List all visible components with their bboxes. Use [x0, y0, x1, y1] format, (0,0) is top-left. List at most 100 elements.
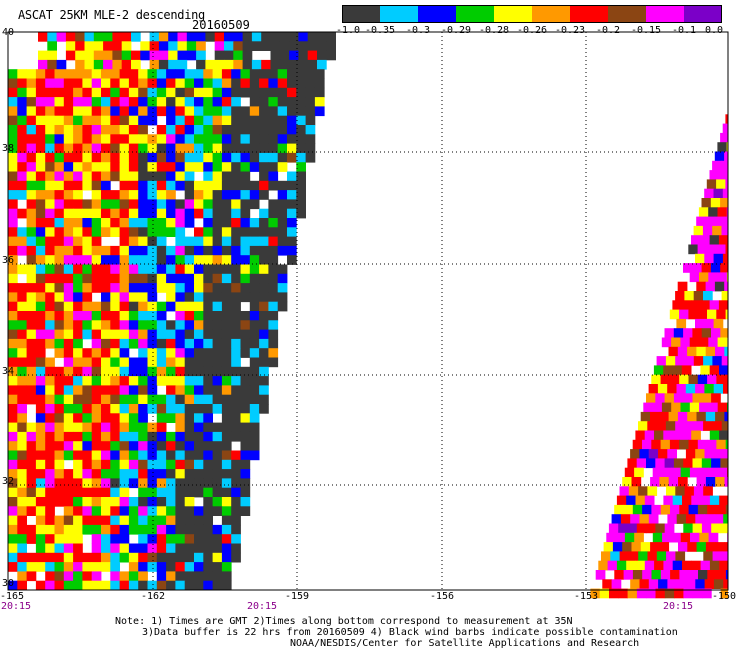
swath-cell [166, 431, 176, 442]
swath-cell [240, 227, 251, 237]
swath-cell [73, 450, 83, 461]
swath-cell [672, 365, 683, 376]
swath-cell [63, 245, 74, 256]
swath-cell [138, 218, 148, 228]
swath-cell [723, 384, 728, 394]
colorbar-label: -0.23 [554, 25, 586, 36]
swath-cell [54, 292, 65, 303]
swath-cell [63, 273, 74, 284]
swath-cell [63, 152, 74, 163]
swath-cell [289, 41, 299, 51]
swath-cell [259, 171, 269, 182]
swath-cell [166, 264, 176, 275]
swath-cell [119, 115, 130, 126]
swath-cell [296, 162, 306, 172]
swath-cell [175, 552, 186, 563]
swath-cell [231, 552, 241, 563]
swath-cell [91, 394, 102, 405]
swath-cell [101, 162, 111, 172]
swath-cell [212, 180, 223, 191]
swath-cell [221, 115, 232, 126]
swath-cell [54, 329, 65, 340]
swath-cell [63, 580, 74, 591]
swath-cell [221, 292, 232, 303]
swath-cell [54, 245, 65, 256]
swath-cell [138, 283, 148, 293]
swath-cell [147, 311, 158, 321]
swath-cell [660, 374, 671, 385]
swath-cell [73, 469, 83, 479]
swath-cell [91, 69, 102, 79]
swath-cell [175, 292, 186, 303]
swath-cell [240, 180, 251, 191]
swath-cell [110, 571, 120, 582]
swath-cell [184, 552, 195, 563]
swath-cell [26, 506, 37, 516]
swath-cell [638, 551, 648, 562]
swath-cell [194, 320, 204, 330]
swath-cell [277, 125, 288, 135]
swath-cell [166, 487, 176, 498]
swath-cell [119, 422, 130, 433]
swath-cell [147, 218, 158, 228]
swath-cell [703, 421, 713, 431]
swath-cell [277, 199, 288, 210]
swath-cell [240, 190, 251, 200]
swath-cell [147, 487, 158, 498]
swath-cell [221, 69, 232, 79]
swath-cell [82, 450, 93, 461]
swath-cell [101, 69, 111, 79]
swath-cell [119, 338, 130, 349]
swath-cell [212, 87, 223, 98]
lon-label-162: -162 [140, 591, 166, 602]
swath-cell [268, 348, 279, 358]
swath-cell [110, 320, 120, 330]
swath-cell [73, 329, 83, 340]
swath-cell [47, 32, 57, 42]
swath-cell [119, 506, 130, 516]
swath-cell [683, 523, 693, 534]
swath-cell [26, 227, 37, 237]
swath-cell [697, 244, 708, 255]
swath-cell [17, 338, 27, 349]
swath-cell [63, 366, 74, 377]
swath-cell [221, 357, 232, 368]
swath-cell [221, 487, 232, 498]
swath-cell [713, 318, 724, 329]
swath-cell [712, 225, 722, 236]
swath-cell [175, 115, 186, 126]
swath-cell [203, 338, 213, 349]
swath-cell [268, 255, 279, 265]
swath-cell [8, 348, 18, 358]
swath-cell [627, 588, 638, 599]
colorbar-label: -0.26 [516, 25, 548, 36]
swath-cell [65, 32, 76, 42]
swath-cell [249, 245, 260, 256]
swath-cell [138, 469, 148, 479]
swath-cell [705, 281, 716, 292]
swath-cell [249, 404, 260, 414]
swath-cell [203, 385, 213, 396]
colorbar-labels: -1.0 -0.35 -0.3 -0.29 -0.28 -0.26 -0.23 -0.2 -0.… [0, 25, 740, 39]
swath-cell [679, 374, 689, 385]
swath-cell [212, 422, 223, 433]
swath-cell [638, 421, 648, 431]
swath-cell [73, 543, 83, 554]
swath-cell [128, 543, 139, 554]
swath-cell [101, 413, 111, 423]
swath-cell [615, 532, 626, 543]
swath-cell [709, 170, 720, 180]
swath-cell [45, 180, 55, 191]
swath-cell [101, 524, 111, 535]
swath-cell [138, 208, 148, 219]
swath-cell [166, 394, 176, 405]
swath-cell [640, 411, 651, 422]
swath-cell [231, 180, 241, 191]
swath-cell [716, 439, 727, 450]
swath-cell [119, 469, 130, 479]
swath-cell [194, 87, 204, 98]
swath-cell [184, 338, 195, 349]
swath-cell [63, 394, 74, 405]
swath-cell [212, 357, 223, 368]
swath-cell [119, 283, 130, 293]
